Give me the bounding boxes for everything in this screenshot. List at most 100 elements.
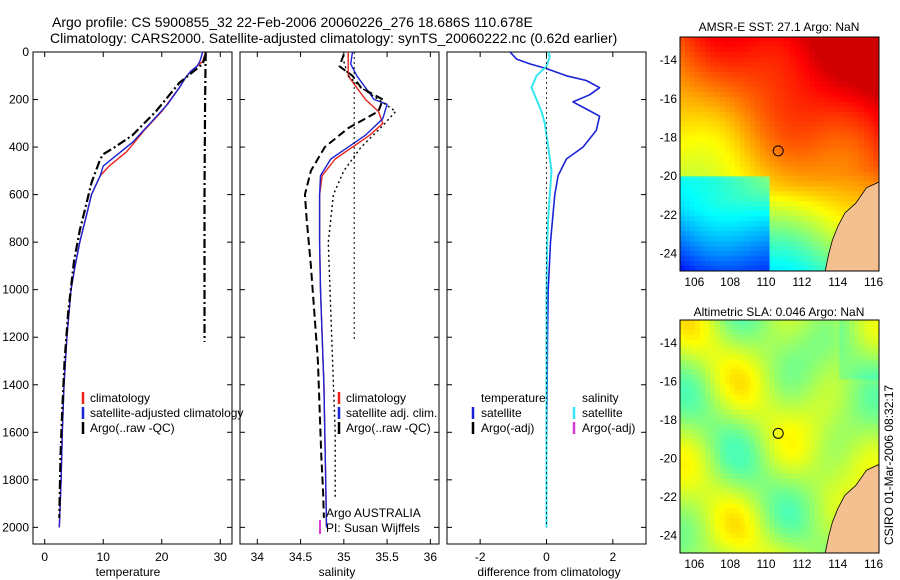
heatmap-cell: [759, 503, 766, 509]
heatmap-cell: [849, 478, 855, 485]
heatmap-cell: [764, 548, 771, 553]
heatmap-cell: [724, 329, 731, 336]
heatmap-cell: [864, 384, 870, 391]
heatmap-cell: [744, 513, 751, 519]
heatmap-cell: [709, 404, 716, 410]
heatmap-cell: [684, 538, 691, 544]
heatmap-cell: [809, 543, 815, 549]
heatmap-cell: [814, 106, 820, 113]
heatmap-cell: [759, 41, 766, 48]
heatmap-cell: [744, 86, 751, 93]
heatmap-cell: [859, 404, 865, 410]
heatmap-cell: [829, 231, 835, 237]
heatmap-cell: [749, 246, 756, 252]
heatmap-cell: [759, 221, 766, 227]
heatmap-cell: [680, 101, 686, 108]
heatmap-cell: [759, 61, 766, 68]
heatmap-cell: [784, 424, 791, 430]
heatmap-cell: [744, 231, 751, 237]
heatmap-cell: [829, 156, 835, 163]
heatmap-cell: [864, 86, 870, 93]
heatmap-cell: [804, 166, 810, 173]
heatmap-cell: [874, 116, 879, 123]
heatmap-cell: [834, 206, 840, 212]
heatmap-cell: [799, 256, 805, 262]
heatmap-cell: [709, 419, 716, 425]
heatmap-cell: [680, 533, 686, 539]
heatmap-cell: [709, 518, 716, 524]
heatmap-cell: [789, 76, 796, 83]
heatmap-cell: [680, 106, 686, 113]
heatmap-cell: [769, 513, 776, 519]
heatmap-cell: [684, 96, 691, 103]
heatmap-cell: [804, 419, 810, 425]
heatmap-cell: [734, 434, 741, 440]
sla-map-frame: [679, 319, 880, 554]
heatmap-cell: [714, 181, 721, 187]
heatmap-cell: [794, 116, 800, 123]
heatmap-cell: [774, 236, 781, 242]
heatmap-cell: [774, 528, 781, 534]
heatmap-cell: [864, 96, 870, 103]
heatmap-cell: [769, 211, 776, 217]
heatmap-cell: [784, 236, 791, 242]
heatmap-cell: [759, 166, 766, 173]
heatmap-cell: [734, 81, 741, 88]
heatmap-cell: [769, 101, 776, 108]
heatmap-cell: [854, 37, 860, 43]
heatmap-cell: [719, 409, 726, 415]
heatmap-cell: [794, 389, 800, 395]
heatmap-cell: [754, 488, 761, 495]
heatmap-cell: [849, 349, 855, 356]
heatmap-cell: [754, 146, 761, 153]
heatmap-cell: [734, 359, 741, 366]
heatmap-cell: [799, 548, 805, 553]
heatmap-cell: [799, 211, 805, 217]
heatmap-cell: [749, 443, 756, 450]
heatmap-cell: [739, 399, 746, 405]
heatmap-cell: [799, 448, 805, 455]
heatmap-cell: [784, 344, 791, 351]
heatmap-cell: [779, 389, 786, 395]
heatmap-cell: [704, 146, 711, 153]
heatmap-cell: [714, 518, 721, 524]
heatmap-cell: [684, 543, 691, 549]
heatmap-cell: [824, 518, 830, 524]
heatmap-cell: [764, 136, 771, 143]
heatmap-cell: [819, 503, 825, 509]
heatmap-cell: [774, 211, 781, 217]
heatmap-cell: [814, 91, 820, 98]
heatmap-cell: [794, 364, 800, 371]
heatmap-cell: [704, 251, 711, 257]
heatmap-cell: [799, 528, 805, 534]
heatmap-cell: [794, 548, 800, 553]
heatmap-cell: [829, 488, 835, 495]
heatmap-cell: [694, 101, 701, 108]
heatmap-cell: [804, 438, 810, 445]
heatmap-cell: [684, 61, 691, 68]
heatmap-cell: [774, 324, 781, 331]
heatmap-cell: [869, 106, 875, 113]
heatmap-cell: [829, 126, 835, 133]
heatmap-cell: [844, 181, 850, 187]
heatmap-cell: [779, 106, 786, 113]
heatmap-cell: [744, 339, 751, 346]
heatmap-cell: [789, 404, 796, 410]
map-xtick-label: 108: [720, 557, 740, 571]
heatmap-cell: [724, 458, 731, 465]
heatmap-cell: [744, 241, 751, 247]
heatmap-cell: [809, 166, 815, 173]
temperature-xlabel: temperature: [96, 565, 161, 579]
series-difference-temperature-satellite: [509, 52, 601, 468]
heatmap-cell: [704, 46, 711, 53]
heatmap-cell: [819, 448, 825, 455]
heatmap-cell: [779, 543, 786, 549]
heatmap-cell: [774, 409, 781, 415]
heatmap-cell: [774, 156, 781, 163]
heatmap-cell: [864, 438, 870, 445]
heatmap-cell: [699, 548, 706, 553]
heatmap-cell: [769, 488, 776, 495]
heatmap-cell: [799, 81, 805, 88]
heatmap-cell: [724, 354, 731, 361]
heatmap-cell: [714, 126, 721, 133]
